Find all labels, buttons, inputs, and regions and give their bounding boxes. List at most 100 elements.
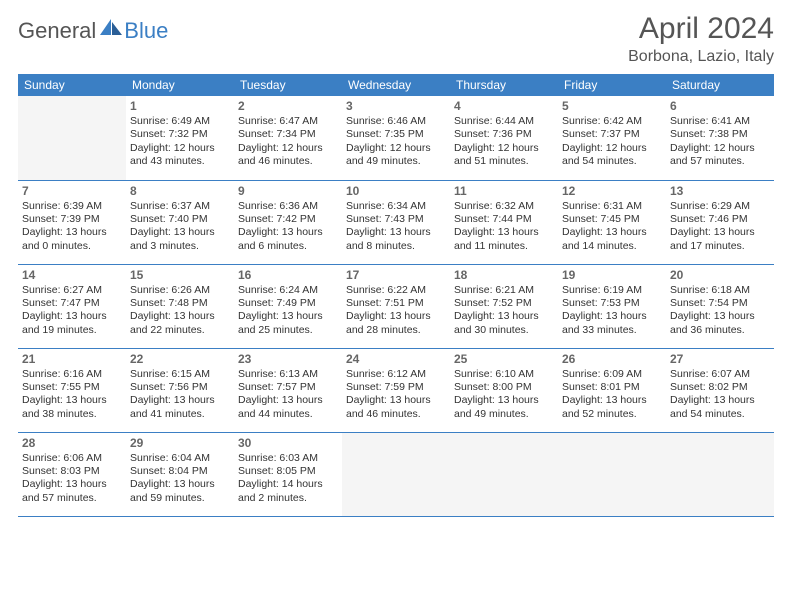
day-info: Sunrise: 6:18 AMSunset: 7:54 PMDaylight:… (670, 284, 770, 338)
day-number: 23 (238, 352, 338, 366)
day-info: Sunrise: 6:19 AMSunset: 7:53 PMDaylight:… (562, 284, 662, 338)
day-info: Sunrise: 6:29 AMSunset: 7:46 PMDaylight:… (670, 200, 770, 254)
calendar-cell: 17 Sunrise: 6:22 AMSunset: 7:51 PMDayligh… (342, 264, 450, 348)
day-number: 28 (22, 436, 122, 450)
day-info: Sunrise: 6:27 AMSunset: 7:47 PMDaylight:… (22, 284, 122, 338)
calendar-cell (666, 432, 774, 516)
day-info: Sunrise: 6:24 AMSunset: 7:49 PMDaylight:… (238, 284, 338, 338)
calendar-cell: 9Sunrise: 6:36 AMSunset: 7:42 PMDaylight… (234, 180, 342, 264)
day-info: Sunrise: 6:06 AMSunset: 8:03 PMDaylight:… (22, 452, 122, 506)
day-number: 17 (346, 268, 446, 282)
day-number: 29 (130, 436, 230, 450)
calendar-head: SundayMondayTuesdayWednesdayThursdayFrid… (18, 74, 774, 96)
day-info: Sunrise: 6:34 AMSunset: 7:43 PMDaylight:… (346, 200, 446, 254)
day-number: 21 (22, 352, 122, 366)
header: General Blue April 2024 Borbona, Lazio, … (18, 12, 774, 66)
calendar-cell: 4 Sunrise: 6:44 AMSunset: 7:36 PMDaylight… (450, 96, 558, 180)
calendar-cell: 1Sunrise: 6:49 AMSunset: 7:32 PMDaylight… (126, 96, 234, 180)
calendar-cell: 18 Sunrise: 6:21 AMSunset: 7:52 PMDayligh… (450, 264, 558, 348)
calendar-cell (558, 432, 666, 516)
calendar-cell: 22 Sunrise: 6:15 AMSunset: 7:56 PMDayligh… (126, 348, 234, 432)
calendar-cell: 20 Sunrise: 6:18 AMSunset: 7:54 PMDayligh… (666, 264, 774, 348)
calendar-body: 1Sunrise: 6:49 AMSunset: 7:32 PMDaylight… (18, 96, 774, 516)
day-number: 30 (238, 436, 338, 450)
calendar-cell: 12 Sunrise: 6:31 AMSunset: 7:45 PMDayligh… (558, 180, 666, 264)
day-info: Sunrise: 6:26 AMSunset: 7:48 PMDaylight:… (130, 284, 230, 338)
calendar-cell: 3 Sunrise: 6:46 AMSunset: 7:35 PMDaylight… (342, 96, 450, 180)
calendar-cell (450, 432, 558, 516)
brand-logo: General Blue (18, 18, 168, 44)
calendar-cell: 29 Sunrise: 6:04 AMSunset: 8:04 PMDayligh… (126, 432, 234, 516)
calendar-week: 28 Sunrise: 6:06 AMSunset: 8:03 PMDayligh… (18, 432, 774, 516)
day-number: 4 (454, 99, 554, 113)
day-info: Sunrise: 6:10 AMSunset: 8:00 PMDaylight:… (454, 368, 554, 422)
day-number: 18 (454, 268, 554, 282)
day-number: 7 (22, 184, 122, 198)
day-number: 12 (562, 184, 662, 198)
day-header: Tuesday (234, 74, 342, 96)
day-header: Sunday (18, 74, 126, 96)
day-number: 16 (238, 268, 338, 282)
day-info: Sunrise: 6:16 AMSunset: 7:55 PMDaylight:… (22, 368, 122, 422)
day-info: Sunrise: 6:31 AMSunset: 7:45 PMDaylight:… (562, 200, 662, 254)
day-header: Friday (558, 74, 666, 96)
calendar-cell: 2 Sunrise: 6:47 AMSunset: 7:34 PMDaylight… (234, 96, 342, 180)
day-number: 13 (670, 184, 770, 198)
calendar-cell: 8 Sunrise: 6:37 AMSunset: 7:40 PMDaylight… (126, 180, 234, 264)
day-info: Sunrise: 6:41 AMSunset: 7:38 PMDaylight:… (670, 115, 770, 169)
day-number: 25 (454, 352, 554, 366)
calendar-week: 21 Sunrise: 6:16 AMSunset: 7:55 PMDayligh… (18, 348, 774, 432)
calendar-cell: 27Sunrise: 6:07 AMSunset: 8:02 PMDayligh… (666, 348, 774, 432)
calendar-week: 1Sunrise: 6:49 AMSunset: 7:32 PMDaylight… (18, 96, 774, 180)
title-block: April 2024 Borbona, Lazio, Italy (628, 12, 774, 66)
calendar-cell: 21 Sunrise: 6:16 AMSunset: 7:55 PMDayligh… (18, 348, 126, 432)
day-number: 22 (130, 352, 230, 366)
calendar-week: 14Sunrise: 6:27 AMSunset: 7:47 PMDayligh… (18, 264, 774, 348)
brand-part1: General (18, 18, 96, 44)
day-number: 11 (454, 184, 554, 198)
day-number: 6 (670, 99, 770, 113)
calendar-table: SundayMondayTuesdayWednesdayThursdayFrid… (18, 74, 774, 517)
day-header: Thursday (450, 74, 558, 96)
day-info: Sunrise: 6:04 AMSunset: 8:04 PMDaylight:… (130, 452, 230, 506)
day-info: Sunrise: 6:22 AMSunset: 7:51 PMDaylight:… (346, 284, 446, 338)
day-number: 1 (130, 99, 230, 113)
day-number: 15 (130, 268, 230, 282)
calendar-cell: 13 Sunrise: 6:29 AMSunset: 7:46 PMDayligh… (666, 180, 774, 264)
calendar-cell (342, 432, 450, 516)
day-info: Sunrise: 6:12 AMSunset: 7:59 PMDaylight:… (346, 368, 446, 422)
calendar-cell (18, 96, 126, 180)
day-info: Sunrise: 6:32 AMSunset: 7:44 PMDaylight:… (454, 200, 554, 254)
day-number: 19 (562, 268, 662, 282)
day-info: Sunrise: 6:37 AMSunset: 7:40 PMDaylight:… (130, 200, 230, 254)
calendar-cell: 24Sunrise: 6:12 AMSunset: 7:59 PMDayligh… (342, 348, 450, 432)
day-number: 3 (346, 99, 446, 113)
month-title: April 2024 (628, 12, 774, 46)
day-number: 20 (670, 268, 770, 282)
day-info: Sunrise: 6:13 AMSunset: 7:57 PMDaylight:… (238, 368, 338, 422)
day-info: Sunrise: 6:42 AMSunset: 7:37 PMDaylight:… (562, 115, 662, 169)
calendar-cell: 28 Sunrise: 6:06 AMSunset: 8:03 PMDayligh… (18, 432, 126, 516)
day-number: 8 (130, 184, 230, 198)
day-header-row: SundayMondayTuesdayWednesdayThursdayFrid… (18, 74, 774, 96)
day-header: Saturday (666, 74, 774, 96)
calendar-week: 7 Sunrise: 6:39 AMSunset: 7:39 PMDaylight… (18, 180, 774, 264)
day-number: 2 (238, 99, 338, 113)
day-info: Sunrise: 6:36 AMSunset: 7:42 PMDaylight:… (238, 200, 338, 254)
calendar-cell: 11 Sunrise: 6:32 AMSunset: 7:44 PMDayligh… (450, 180, 558, 264)
calendar-cell: 5 Sunrise: 6:42 AMSunset: 7:37 PMDaylight… (558, 96, 666, 180)
day-info: Sunrise: 6:39 AMSunset: 7:39 PMDaylight:… (22, 200, 122, 254)
day-number: 5 (562, 99, 662, 113)
day-number: 27 (670, 352, 770, 366)
calendar-cell: 26Sunrise: 6:09 AMSunset: 8:01 PMDayligh… (558, 348, 666, 432)
calendar-cell: 16 Sunrise: 6:24 AMSunset: 7:49 PMDayligh… (234, 264, 342, 348)
day-info: Sunrise: 6:03 AMSunset: 8:05 PMDaylight:… (238, 452, 338, 506)
calendar-cell: 14Sunrise: 6:27 AMSunset: 7:47 PMDayligh… (18, 264, 126, 348)
day-info: Sunrise: 6:15 AMSunset: 7:56 PMDaylight:… (130, 368, 230, 422)
brand-part2: Blue (124, 18, 168, 44)
day-info: Sunrise: 6:46 AMSunset: 7:35 PMDaylight:… (346, 115, 446, 169)
calendar-cell: 19 Sunrise: 6:19 AMSunset: 7:53 PMDayligh… (558, 264, 666, 348)
day-info: Sunrise: 6:47 AMSunset: 7:34 PMDaylight:… (238, 115, 338, 169)
day-info: Sunrise: 6:21 AMSunset: 7:52 PMDaylight:… (454, 284, 554, 338)
day-info: Sunrise: 6:44 AMSunset: 7:36 PMDaylight:… (454, 115, 554, 169)
